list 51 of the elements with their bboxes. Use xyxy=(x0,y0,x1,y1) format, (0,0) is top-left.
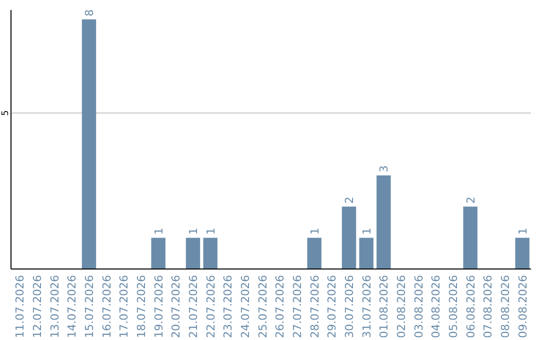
x-tick-label: 30.07.2026 xyxy=(343,275,356,338)
x-tick-label: 09.08.2026 xyxy=(516,275,530,338)
data-label: 2 xyxy=(464,196,478,204)
x-tick-label: 04.08.2026 xyxy=(430,275,443,338)
x-tick-label: 16.07.2026 xyxy=(100,275,114,338)
bar xyxy=(186,238,200,269)
x-tick-label: 17.07.2026 xyxy=(118,275,131,338)
bar xyxy=(203,238,218,269)
x-tick-label: 28.07.2026 xyxy=(308,275,322,338)
y-tick-label: 5 xyxy=(1,110,11,116)
x-tick-label: 01.08.2026 xyxy=(378,275,391,338)
x-tick-label: 21.07.2026 xyxy=(187,275,200,338)
data-label: 1 xyxy=(204,228,218,235)
x-tick-label: 02.08.2026 xyxy=(395,275,408,338)
data-label: 1 xyxy=(308,228,322,235)
bar xyxy=(515,238,530,269)
x-tick-label: 11.07.2026 xyxy=(14,275,27,338)
x-tick-label: 22.07.2026 xyxy=(204,275,218,338)
x-tick-label: 23.07.2026 xyxy=(222,275,235,338)
bar xyxy=(359,238,374,269)
x-tick-label: 13.07.2026 xyxy=(48,275,62,338)
x-tick-label: 05.08.2026 xyxy=(447,275,460,338)
bar xyxy=(82,19,96,269)
x-tick-label: 08.08.2026 xyxy=(499,275,512,338)
data-label: 1 xyxy=(187,228,200,235)
data-label: 3 xyxy=(378,165,391,172)
data-label: 8 xyxy=(83,9,96,16)
x-tick-label: 18.07.2026 xyxy=(135,275,148,338)
bar xyxy=(342,206,356,269)
x-tick-label: 15.07.2026 xyxy=(83,275,96,338)
bar xyxy=(151,238,166,269)
bar xyxy=(307,238,322,269)
x-tick-label: 14.07.2026 xyxy=(66,275,79,338)
x-tick-label: 29.07.2026 xyxy=(326,275,339,338)
bar xyxy=(376,175,391,269)
bar xyxy=(463,206,478,269)
data-label: 1 xyxy=(516,228,530,235)
x-tick-label: 06.08.2026 xyxy=(464,275,478,338)
x-tick-label: 26.07.2026 xyxy=(274,275,287,338)
data-label: 1 xyxy=(152,228,166,235)
x-tick-label: 19.07.2026 xyxy=(152,275,166,338)
x-tick-label: 31.07.2026 xyxy=(360,275,374,338)
x-tick-label: 07.08.2026 xyxy=(482,275,495,338)
x-tick-label: 24.07.2026 xyxy=(239,275,252,338)
x-tick-label: 12.07.2026 xyxy=(31,275,44,338)
x-tick-label: 25.07.2026 xyxy=(256,275,270,338)
data-label: 2 xyxy=(343,196,356,204)
x-tick-label: 03.08.2026 xyxy=(412,275,426,338)
x-tick-label: 27.07.2026 xyxy=(291,275,304,338)
x-tick-label: 20.07.2026 xyxy=(170,275,183,338)
data-label: 1 xyxy=(360,228,374,235)
